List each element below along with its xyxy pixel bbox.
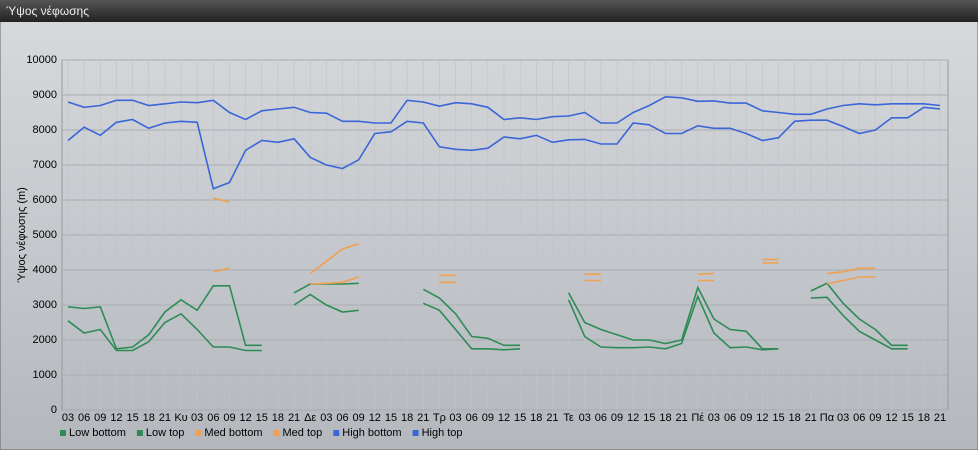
y-tick-label: 5000 — [33, 229, 57, 241]
x-tick-label: 09 — [740, 412, 752, 424]
legend-label: Low bottom — [69, 427, 126, 439]
x-tick-label: 06 — [853, 412, 865, 424]
x-tick-label: 12 — [110, 412, 122, 424]
x-tick-label: 12 — [756, 412, 768, 424]
legend-label: Med top — [283, 427, 323, 439]
y-tick-label: 10000 — [26, 54, 57, 66]
series-line — [67, 293, 908, 352]
legend-swatch — [273, 430, 280, 436]
legend-swatch — [60, 430, 66, 436]
x-tick-label: 09 — [94, 412, 106, 424]
legend-label: High bottom — [342, 427, 401, 439]
x-tick-label: 12 — [885, 412, 897, 424]
y-tick-label: 9000 — [33, 89, 57, 101]
x-tick-label: Τρ — [433, 412, 446, 424]
x-tick-label: 06 — [724, 412, 736, 424]
y-tick-label: 3000 — [33, 299, 57, 311]
legend-label: Low top — [146, 427, 185, 439]
legend-label: Med bottom — [204, 427, 262, 439]
x-tick-label: 15 — [256, 412, 268, 424]
x-tick-label: 21 — [546, 412, 558, 424]
x-tick-label: 21 — [676, 412, 688, 424]
x-tick-label: 18 — [659, 412, 671, 424]
y-tick-label: 6000 — [33, 194, 57, 206]
x-tick-label: 09 — [869, 412, 881, 424]
x-tick-label: 06 — [466, 412, 478, 424]
x-tick-label: 21 — [159, 412, 171, 424]
x-tick-label: 09 — [353, 412, 365, 424]
x-tick-label: 06 — [207, 412, 219, 424]
x-tick-label: 21 — [417, 412, 429, 424]
x-tick-label: 03 — [708, 412, 720, 424]
legend-swatch — [136, 430, 143, 436]
x-tick-label: 15 — [902, 412, 914, 424]
x-tick-label: Κυ — [174, 412, 187, 424]
x-tick-label: Πα — [820, 412, 835, 424]
x-tick-label: 03 — [191, 412, 203, 424]
window-title: Ύψος νέφωσης — [6, 4, 89, 18]
x-tick-label: 15 — [643, 412, 655, 424]
x-tick-label: 12 — [498, 412, 510, 424]
x-tick-label: 12 — [240, 412, 252, 424]
x-tick-label: 15 — [514, 412, 526, 424]
x-tick-label: 15 — [126, 412, 138, 424]
x-tick-label: 15 — [772, 412, 784, 424]
x-tick-label: 18 — [272, 412, 284, 424]
y-tick-label: 0 — [51, 404, 57, 416]
x-tick-label: 03 — [579, 412, 591, 424]
x-tick-label: 18 — [530, 412, 542, 424]
x-tick-label: 18 — [918, 412, 930, 424]
y-axis-label: Ύψος νέφωσης (m) — [16, 187, 28, 283]
x-tick-label: 06 — [336, 412, 348, 424]
series-line — [67, 95, 941, 124]
y-tick-label: 1000 — [33, 369, 57, 381]
x-tick-label: Πέ — [691, 412, 704, 424]
x-tick-label: Τε — [563, 412, 574, 424]
x-tick-label: 18 — [789, 412, 801, 424]
x-tick-label: 21 — [934, 412, 946, 424]
x-tick-label: 15 — [385, 412, 397, 424]
x-tick-label: 03 — [320, 412, 332, 424]
x-tick-label: 21 — [805, 412, 817, 424]
x-tick-label: Δε — [304, 412, 316, 424]
y-tick-label: 8000 — [33, 124, 57, 136]
x-tick-label: 09 — [611, 412, 623, 424]
x-tick-label: 06 — [78, 412, 90, 424]
legend-swatch — [195, 430, 202, 436]
x-tick-label: 12 — [369, 412, 381, 424]
x-tick-label: 09 — [223, 412, 235, 424]
y-tick-label: 7000 — [33, 159, 57, 171]
x-tick-label: 06 — [595, 412, 607, 424]
x-tick-label: 03 — [62, 412, 74, 424]
series-line — [213, 197, 876, 277]
x-tick-label: 09 — [482, 412, 494, 424]
x-tick-label: 21 — [288, 412, 300, 424]
legend-label: High top — [422, 427, 463, 439]
x-tick-label: 12 — [627, 412, 639, 424]
y-tick-label: 4000 — [33, 264, 57, 276]
legend-swatch — [333, 430, 340, 436]
series-line — [67, 106, 941, 190]
legend-swatch — [412, 430, 419, 436]
y-tick-label: 2000 — [33, 334, 57, 346]
x-tick-label: 03 — [449, 412, 461, 424]
x-tick-label: 18 — [401, 412, 413, 424]
series-line — [213, 262, 876, 285]
x-tick-label: 03 — [837, 412, 849, 424]
x-tick-label: 18 — [143, 412, 155, 424]
title-bar — [0, 0, 978, 22]
